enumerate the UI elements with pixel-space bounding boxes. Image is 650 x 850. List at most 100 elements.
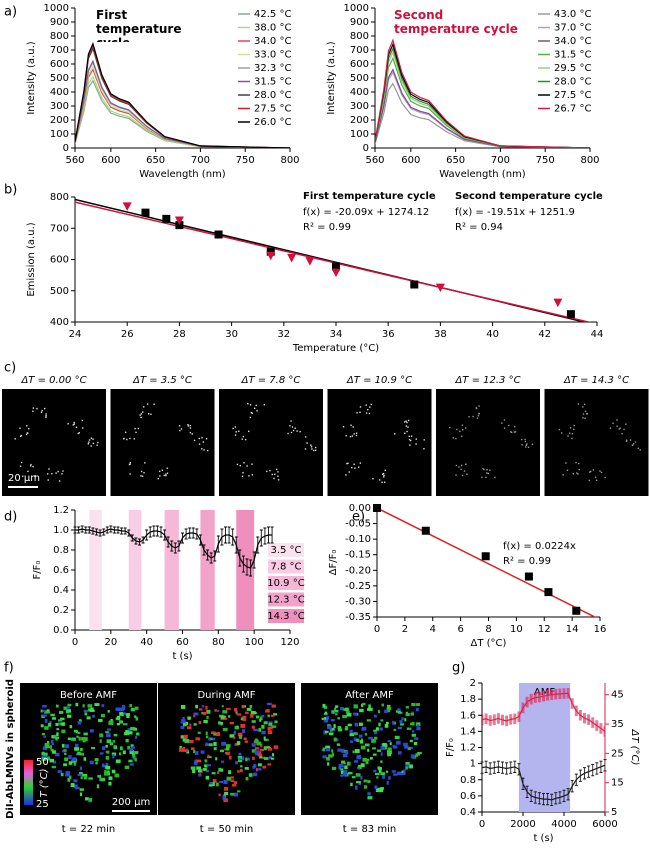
cell-dot <box>378 769 382 773</box>
cell-dot <box>243 737 247 741</box>
cell-dot <box>566 469 569 472</box>
micrograph <box>110 389 215 496</box>
cell-dot <box>350 740 354 743</box>
cell-dot <box>365 404 367 406</box>
cell-dot <box>201 705 205 708</box>
y-tick-label: 1.2 <box>460 743 476 754</box>
cell-dot <box>68 755 72 760</box>
cell-dot <box>322 747 325 752</box>
cell-dot <box>366 719 372 722</box>
cell-dot <box>53 760 56 764</box>
cell-dot <box>133 438 135 440</box>
x-tick-label: 42 <box>538 329 551 340</box>
cell-dot <box>401 717 404 721</box>
cell-dot <box>274 720 278 724</box>
cell-dot <box>50 713 55 717</box>
cell-dot <box>382 742 387 747</box>
title-box: First temperature cycle <box>96 8 181 42</box>
cell-dot <box>231 784 237 787</box>
micrograph <box>436 389 540 496</box>
cell-dot <box>271 725 277 728</box>
cell-dot <box>205 731 208 736</box>
cell-dot <box>165 473 167 475</box>
cell-dot <box>190 766 196 770</box>
y-tick-label: 500 <box>50 73 69 84</box>
cell-dot <box>485 476 487 479</box>
cell-dot <box>347 723 352 727</box>
cell-dot <box>399 720 403 724</box>
cell-dot <box>124 765 130 770</box>
cell-dot <box>347 771 353 775</box>
cell-dot <box>478 405 480 407</box>
x-tick-label: 800 <box>280 155 299 166</box>
cell-dot <box>514 425 516 428</box>
cell-dot <box>236 725 239 730</box>
cell-dot <box>140 470 143 473</box>
cell-dot <box>77 721 82 725</box>
cell-dot <box>367 409 369 411</box>
cell-dot <box>384 709 388 713</box>
cell-dot <box>366 758 370 761</box>
cell-dot <box>88 708 92 712</box>
cell-dot <box>586 413 589 415</box>
cell-dot <box>253 407 256 410</box>
cell-dot <box>333 737 337 742</box>
cell-dot <box>330 719 335 722</box>
cell-dot <box>135 431 137 434</box>
cell-dot <box>51 742 54 746</box>
cell-dot <box>104 772 109 776</box>
title-box: Second temperature cycle <box>394 8 518 36</box>
cell-dot <box>230 776 234 779</box>
panel-label: e) <box>352 510 365 525</box>
cell-dot <box>196 759 202 763</box>
cell-dot <box>229 755 232 760</box>
cell-dot <box>325 745 331 750</box>
cell-dot <box>583 403 586 405</box>
cell-dot <box>531 443 534 445</box>
cell-dot <box>275 468 278 471</box>
panel-label: f) <box>4 661 14 676</box>
cell-dot <box>206 709 211 714</box>
x-tick-label: 2000 <box>510 819 535 830</box>
cell-dot <box>503 419 506 421</box>
cell-dot <box>338 764 344 768</box>
cell-dot <box>78 432 81 434</box>
cell-dot <box>242 471 244 474</box>
cell-dot <box>59 710 64 714</box>
cell-dot <box>334 707 337 712</box>
cell-dot <box>254 739 259 743</box>
cell-dot <box>43 754 47 758</box>
cell-dot <box>355 432 358 434</box>
cell-dot <box>455 474 457 476</box>
y-tick-label: 1.2 <box>53 505 69 516</box>
marker <box>524 572 533 581</box>
cell-dot <box>77 751 81 755</box>
cell-dot <box>46 709 50 712</box>
band-label-box <box>268 559 304 574</box>
cell-dot <box>353 704 358 709</box>
cell-dot <box>255 715 260 719</box>
marker <box>162 214 171 223</box>
cell-dot <box>462 429 464 431</box>
cell-dot <box>382 472 385 475</box>
band <box>200 510 215 630</box>
cell-dot <box>267 763 272 766</box>
x-tick-label: 38 <box>434 329 447 340</box>
cell-dot <box>277 471 279 473</box>
cell-dot <box>324 730 329 733</box>
cell-dot <box>331 710 335 714</box>
x-tick-label: 28 <box>173 329 186 340</box>
y-tick-label: 1.4 <box>460 726 476 737</box>
y-tick-label: 0.6 <box>460 791 476 802</box>
cell-dot <box>134 427 136 430</box>
cell-dot <box>249 404 252 406</box>
cell-dot <box>600 471 603 474</box>
cell-dot <box>352 426 354 428</box>
cell-dot <box>187 425 190 427</box>
cell-dot <box>157 477 159 480</box>
cell-dot <box>376 787 381 791</box>
cell-dot <box>277 475 279 477</box>
cell-dot <box>130 744 134 748</box>
cell-dot <box>381 703 385 707</box>
cell-dot <box>130 727 135 731</box>
